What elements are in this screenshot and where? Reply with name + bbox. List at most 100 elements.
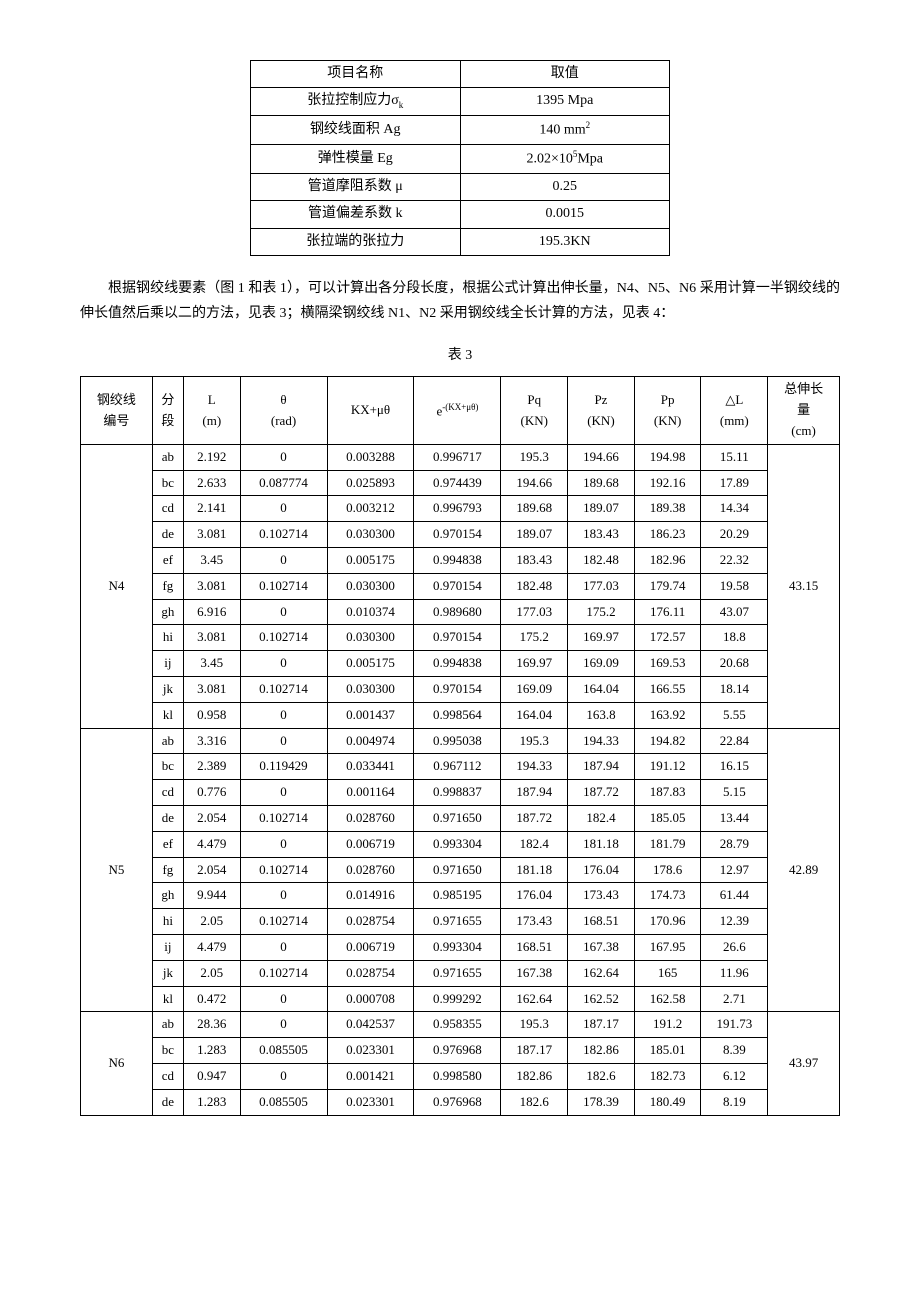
data-cell: 0.102714 (240, 573, 327, 599)
data-cell: 0.998837 (414, 780, 501, 806)
data-cell: 0.001421 (327, 1063, 414, 1089)
data-cell: 0.001164 (327, 780, 414, 806)
data-cell: 182.48 (501, 573, 568, 599)
data-cell: 169.97 (568, 625, 635, 651)
param-name-cell: 钢绞线面积 Ag (251, 115, 461, 144)
data-cell: 0.971655 (414, 960, 501, 986)
data-header-cell: 总伸长量(cm) (768, 377, 840, 444)
data-header-cell: Pq(KN) (501, 377, 568, 444)
data-cell: 186.23 (634, 522, 701, 548)
data-cell: 189.68 (501, 496, 568, 522)
data-cell: cd (152, 1063, 183, 1089)
data-cell: 0.085505 (240, 1038, 327, 1064)
data-cell: 0.003288 (327, 444, 414, 470)
data-cell: 162.64 (568, 960, 635, 986)
data-cell: 0.958 (184, 702, 241, 728)
data-cell: 14.34 (701, 496, 768, 522)
data-cell: 17.89 (701, 470, 768, 496)
data-cell: 0.102714 (240, 522, 327, 548)
data-cell: 187.17 (501, 1038, 568, 1064)
data-cell: 0.998564 (414, 702, 501, 728)
data-cell: 189.68 (568, 470, 635, 496)
data-header-cell: Pp(KN) (634, 377, 701, 444)
data-cell: 173.43 (501, 909, 568, 935)
data-cell: 2.141 (184, 496, 241, 522)
data-cell: 168.51 (501, 934, 568, 960)
calculation-table: 钢绞线编号分段L(m)θ(rad)KX+μθe-(KX+μθ)Pq(KN)Pz(… (80, 376, 840, 1115)
data-cell: 191.12 (634, 754, 701, 780)
data-cell: 163.8 (568, 702, 635, 728)
data-cell: 189.07 (568, 496, 635, 522)
data-cell: 0.006719 (327, 831, 414, 857)
data-cell: 1.283 (184, 1038, 241, 1064)
data-cell: 182.4 (568, 805, 635, 831)
data-cell: 195.3 (501, 728, 568, 754)
data-cell: 187.72 (568, 780, 635, 806)
data-cell: 182.86 (501, 1063, 568, 1089)
data-cell: 0.976968 (414, 1089, 501, 1115)
data-cell: 182.6 (501, 1089, 568, 1115)
data-cell: 167.95 (634, 934, 701, 960)
data-cell: kl (152, 986, 183, 1012)
data-cell: cd (152, 496, 183, 522)
data-cell: 11.96 (701, 960, 768, 986)
data-cell: 176.04 (501, 883, 568, 909)
param-name-cell: 张拉端的张拉力 (251, 228, 461, 255)
data-cell: 0 (240, 986, 327, 1012)
data-cell: 173.43 (568, 883, 635, 909)
data-cell: 0.993304 (414, 831, 501, 857)
data-cell: ef (152, 548, 183, 574)
data-cell: 0.042537 (327, 1012, 414, 1038)
data-cell: 0 (240, 728, 327, 754)
data-header-cell: e-(KX+μθ) (414, 377, 501, 444)
data-cell: 178.39 (568, 1089, 635, 1115)
data-cell: 0.001437 (327, 702, 414, 728)
total-cell: 42.89 (768, 728, 840, 1012)
data-cell: ab (152, 728, 183, 754)
data-cell: ef (152, 831, 183, 857)
data-cell: 22.32 (701, 548, 768, 574)
data-cell: 192.16 (634, 470, 701, 496)
data-cell: 2.633 (184, 470, 241, 496)
data-cell: 1.283 (184, 1089, 241, 1115)
data-header-cell: 钢绞线编号 (81, 377, 153, 444)
data-cell: 8.19 (701, 1089, 768, 1115)
data-cell: 187.83 (634, 780, 701, 806)
data-cell: 195.3 (501, 1012, 568, 1038)
data-cell: 0.102714 (240, 857, 327, 883)
data-cell: 0.000708 (327, 986, 414, 1012)
data-cell: 6.12 (701, 1063, 768, 1089)
data-cell: 175.2 (501, 625, 568, 651)
data-cell: 0.970154 (414, 676, 501, 702)
data-cell: 164.04 (501, 702, 568, 728)
group-id-cell: N5 (81, 728, 153, 1012)
data-cell: 0.999292 (414, 986, 501, 1012)
data-cell: 12.39 (701, 909, 768, 935)
data-cell: 0 (240, 599, 327, 625)
data-cell: 169.97 (501, 651, 568, 677)
data-cell: 162.64 (501, 986, 568, 1012)
data-cell: 176.11 (634, 599, 701, 625)
data-cell: 0.028760 (327, 805, 414, 831)
data-cell: 0.030300 (327, 625, 414, 651)
data-cell: 165 (634, 960, 701, 986)
data-cell: 0 (240, 444, 327, 470)
data-cell: ij (152, 651, 183, 677)
data-cell: 0.985195 (414, 883, 501, 909)
data-cell: 169.53 (634, 651, 701, 677)
data-cell: 0 (240, 780, 327, 806)
data-cell: 2.054 (184, 857, 241, 883)
data-cell: 0.102714 (240, 625, 327, 651)
data-cell: 0.028754 (327, 909, 414, 935)
data-cell: 0.994838 (414, 651, 501, 677)
data-cell: 2.192 (184, 444, 241, 470)
data-cell: 191.2 (634, 1012, 701, 1038)
data-cell: 0.033441 (327, 754, 414, 780)
data-cell: kl (152, 702, 183, 728)
data-cell: 2.05 (184, 909, 241, 935)
data-cell: 191.73 (701, 1012, 768, 1038)
data-cell: 164.04 (568, 676, 635, 702)
data-cell: 0.102714 (240, 960, 327, 986)
group-id-cell: N4 (81, 444, 153, 728)
data-cell: 167.38 (568, 934, 635, 960)
